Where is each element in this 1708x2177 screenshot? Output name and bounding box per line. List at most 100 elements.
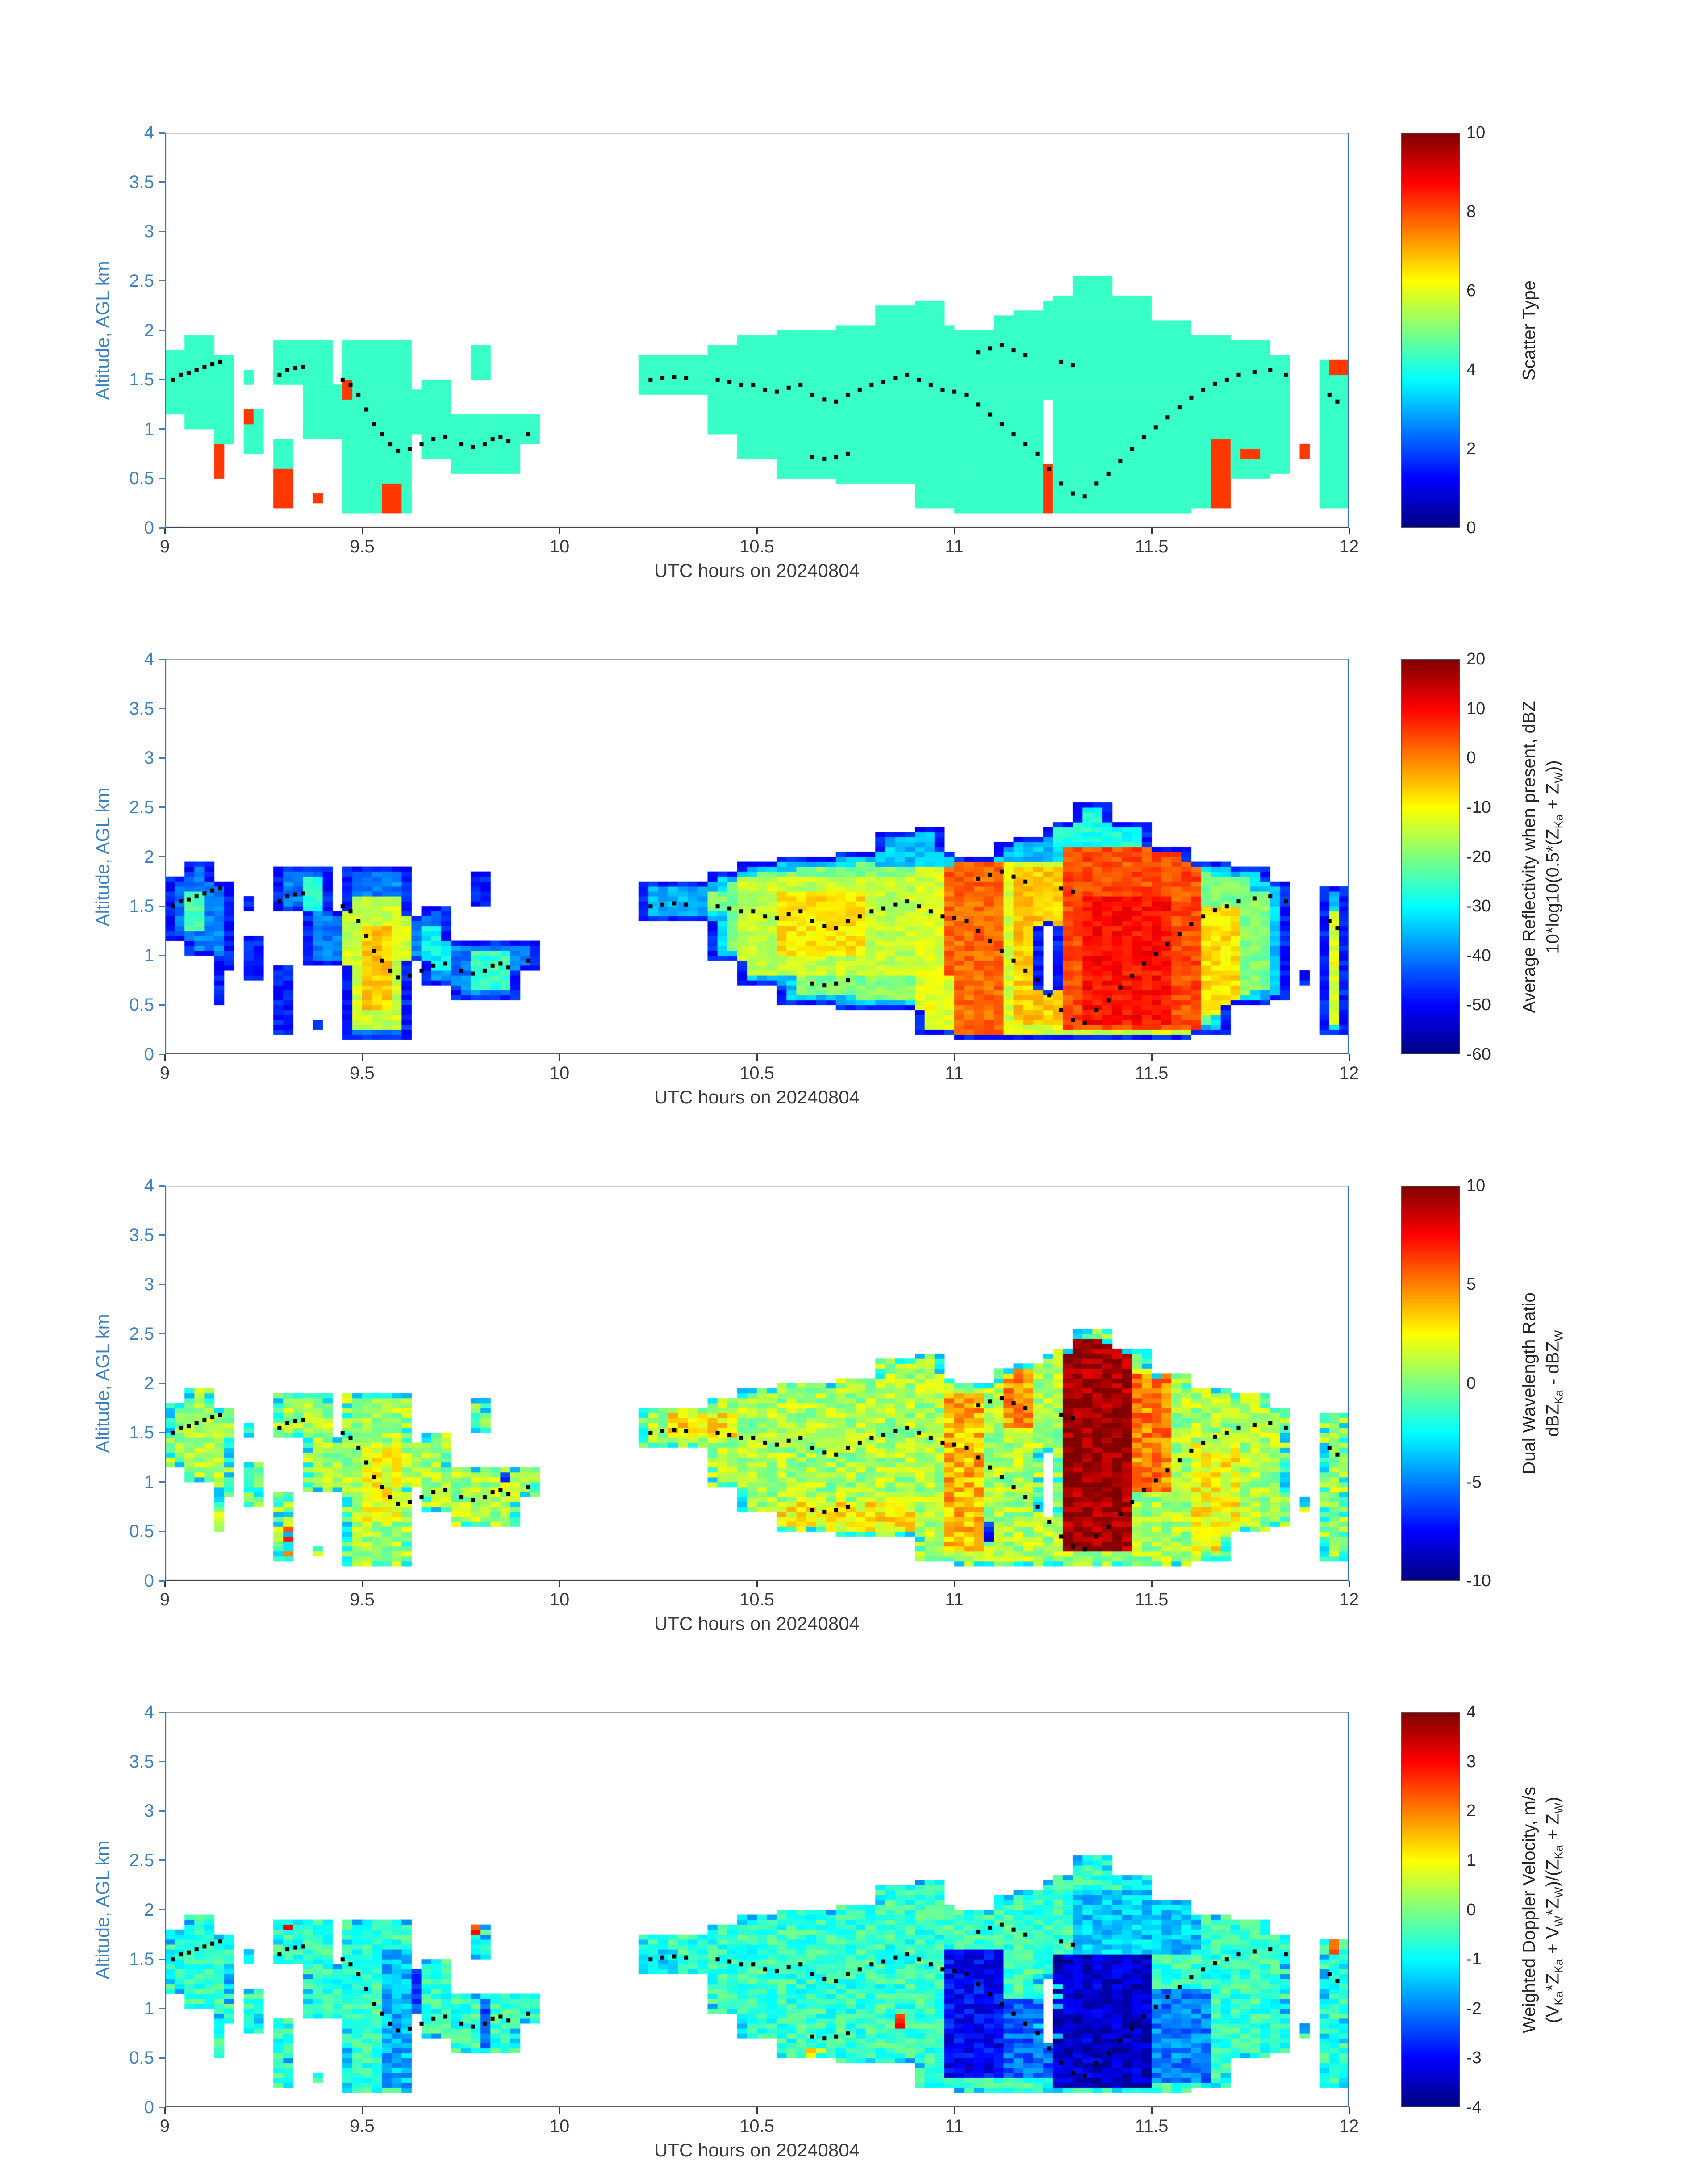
x-tick-mark	[1348, 2107, 1350, 2114]
y-tick-mark	[159, 1481, 165, 1483]
x-tick-label: 10.5	[739, 2116, 774, 2136]
x-tick-label: 10	[549, 1063, 570, 1083]
y-tick-label: 3.5	[129, 698, 154, 719]
y-tick-label: 2.5	[129, 1324, 154, 1344]
y-tick-label: 2	[144, 320, 154, 340]
y-tick-mark	[159, 428, 165, 430]
x-tick-mark	[1151, 1581, 1153, 1587]
y-tick-label: 2.5	[129, 271, 154, 291]
y-tick-label: 0.5	[129, 995, 154, 1015]
x-tick-label: 11	[945, 1063, 964, 1083]
x-tick-label: 11.5	[1135, 2116, 1169, 2136]
heatmap-canvas-weighted-doppler-velocity	[165, 1712, 1349, 2107]
y-tick-mark	[159, 1004, 165, 1006]
x-tick-mark	[953, 1581, 955, 1587]
y-tick-label: 1	[144, 1998, 154, 2018]
y-tick-label: 3.5	[129, 172, 154, 192]
y-tick-label: 1.5	[129, 896, 154, 916]
y-tick-label: 0	[144, 1571, 154, 1591]
y-tick-label: 4	[144, 123, 154, 142]
y-tick-mark	[159, 1053, 165, 1055]
y-tick-mark	[159, 757, 165, 759]
colorbar-tick-label: -10	[1466, 798, 1491, 817]
colorbar-tick-label: 0	[1466, 518, 1476, 537]
y-tick-mark	[159, 1810, 165, 1812]
colorbar-tick-label: 8	[1466, 202, 1476, 221]
x-tick-label: 9.5	[350, 537, 375, 556]
x-tick-mark	[756, 1054, 758, 1061]
x-tick-label: 10	[549, 537, 570, 556]
x-tick-mark	[953, 528, 955, 534]
x-tick-mark	[756, 2107, 758, 2114]
colorbar-tick-label: 10	[1466, 1176, 1486, 1195]
colorbar-tick-label: -40	[1466, 946, 1491, 965]
y-tick-label: 0.5	[129, 1521, 154, 1542]
y-tick-mark	[159, 1711, 165, 1713]
y-tick-label: 0	[144, 2098, 154, 2117]
y-tick-mark	[159, 2008, 165, 2010]
colorbar-weighted-doppler-velocity	[1401, 1712, 1460, 2107]
colorbar-dual-wavelength-ratio	[1401, 1186, 1460, 1581]
x-tick-mark	[164, 1581, 166, 1587]
x-tick-label: 11.5	[1135, 1063, 1169, 1083]
y-tick-mark	[159, 708, 165, 710]
colorbar-tick-label: 10	[1466, 699, 1486, 718]
x-tick-label: 10	[549, 1590, 570, 1609]
colorbar-tick-label: 0	[1466, 1374, 1476, 1393]
x-tick-label: 12	[1339, 1590, 1359, 1609]
colorbar-axis-label: (VKa*ZKa + VW*ZW)/(ZKa + ZW)	[1543, 1797, 1566, 2023]
x-tick-label: 9	[159, 1063, 170, 1083]
x-tick-mark	[953, 1054, 955, 1061]
x-tick-mark	[1151, 2107, 1153, 2114]
x-tick-mark	[559, 1054, 560, 1061]
y-tick-mark	[159, 1185, 165, 1187]
colorbar-axis-label: Average Reflectivity when present, dBZ	[1519, 700, 1539, 1013]
colorbar-tick-label: 1	[1466, 1851, 1476, 1870]
y-tick-label: 2.5	[129, 1850, 154, 1870]
y-tick-label: 2	[144, 1900, 154, 1920]
colorbar-tick-label: 4	[1466, 1703, 1476, 1722]
y-tick-mark	[159, 477, 165, 479]
y-tick-label: 1.5	[129, 1423, 154, 1443]
y-tick-mark	[159, 1859, 165, 1861]
y-tick-mark	[159, 1909, 165, 1910]
y-axis-label: Altitude, AGL km	[92, 1313, 113, 1453]
x-tick-label: 12	[1339, 2116, 1359, 2136]
colorbar-tick-label: -2	[1466, 1999, 1482, 2018]
x-tick-label: 12	[1339, 537, 1359, 556]
x-tick-label: 11	[945, 2116, 964, 2136]
y-tick-label: 3	[144, 1801, 154, 1821]
y-tick-mark	[159, 905, 165, 907]
colorbar-tick-label: -10	[1466, 1571, 1491, 1590]
x-tick-label: 9	[159, 1590, 170, 1609]
colorbar-average-reflectivity	[1401, 659, 1460, 1054]
x-tick-mark	[164, 2107, 166, 2114]
y-tick-label: 0	[144, 1045, 154, 1064]
y-tick-mark	[159, 658, 165, 660]
y-tick-label: 0	[144, 518, 154, 538]
x-tick-mark	[164, 528, 166, 534]
colorbar-tick-label: -20	[1466, 847, 1491, 866]
colorbar-axis-label: Weighted Doppler Velocity, m/s	[1519, 1786, 1539, 2033]
y-tick-mark	[159, 955, 165, 957]
colorbar-tick-label: 3	[1466, 1752, 1476, 1771]
y-tick-label: 4	[144, 1702, 154, 1722]
y-tick-mark	[159, 1580, 165, 1582]
y-tick-label: 1	[144, 1472, 154, 1492]
x-tick-label: 9.5	[350, 2116, 375, 2136]
x-tick-mark	[361, 1581, 363, 1587]
colorbar-tick-label: -50	[1466, 995, 1491, 1015]
y-tick-mark	[159, 1432, 165, 1433]
heatmap-canvas-scatter-type	[165, 133, 1349, 528]
colorbar-tick-label: -4	[1466, 2098, 1482, 2117]
x-tick-mark	[1348, 1581, 1350, 1587]
y-tick-label: 3	[144, 1274, 154, 1295]
y-tick-mark	[159, 1333, 165, 1335]
colorbar-tick-label: 5	[1466, 1275, 1476, 1294]
y-tick-label: 0.5	[129, 468, 154, 489]
y-tick-label: 3	[144, 221, 154, 242]
y-tick-mark	[159, 230, 165, 232]
colorbar-tick-label: 0	[1466, 748, 1476, 768]
colorbar-tick-label: -60	[1466, 1045, 1491, 1064]
